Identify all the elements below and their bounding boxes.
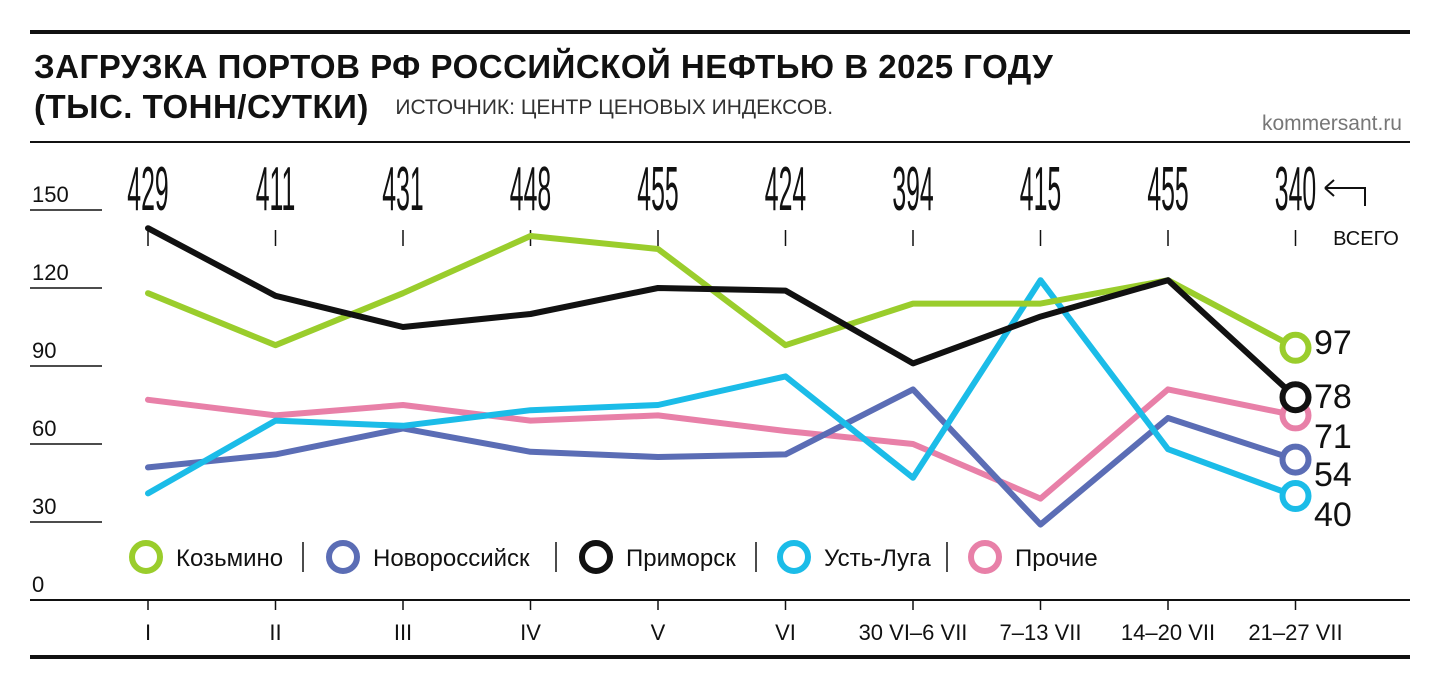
total-value: 424	[765, 155, 806, 225]
unit-label: (ТЫС. ТОНН/СУТКИ)	[34, 88, 369, 125]
series-line	[145, 386, 1299, 528]
x-tick-label: 21–27 VII	[1248, 620, 1342, 645]
legend-label: Усть-Луга	[824, 545, 931, 572]
bottom-rule	[30, 655, 1410, 659]
x-tick-label: VI	[775, 620, 796, 645]
legend-label: Прочие	[1015, 545, 1098, 572]
total-value: 455	[637, 155, 678, 225]
y-tick-label: 150	[32, 182, 69, 207]
legend-swatch	[777, 540, 811, 574]
x-tick-label: V	[651, 620, 666, 645]
total-value: 340	[1275, 155, 1316, 225]
total-label: ВСЕГО	[1333, 228, 1399, 250]
total-value: 394	[892, 155, 933, 225]
total-value: 448	[510, 155, 551, 225]
total-value: 411	[256, 155, 296, 225]
chart-title: ЗАГРУЗКА ПОРТОВ РФ РОССИЙСКОЙ НЕФТЬЮ В 2…	[34, 48, 1054, 85]
subtitle-row: (ТЫС. ТОНН/СУТКИ) ИСТОЧНИК: ЦЕНТР ЦЕНОВЫ…	[34, 88, 833, 126]
y-tick-label: 120	[32, 260, 69, 285]
legend-swatch	[326, 540, 360, 574]
legend-label: Козьмино	[176, 545, 283, 572]
total-value: 429	[127, 155, 168, 225]
y-tick-label: 0	[32, 572, 44, 597]
series-line	[145, 233, 1299, 351]
x-tick-label: III	[394, 620, 412, 645]
series-line	[145, 386, 1299, 502]
total-value: 415	[1020, 155, 1061, 225]
end-point-marker	[1279, 480, 1312, 512]
end-point-marker	[1279, 381, 1312, 414]
legend: Козьмино Новороссийск Приморск Усть-Луга Про…	[129, 540, 1098, 574]
legend-label: Новороссийск	[373, 545, 530, 572]
total-value: 431	[382, 155, 423, 225]
source-note: ИСТОЧНИК: ЦЕНТР ЦЕНОВЫХ ИНДЕКСОВ.	[395, 96, 834, 119]
header-divider	[30, 141, 1410, 143]
series-line	[145, 277, 1299, 499]
end-value-label: 78	[1314, 378, 1352, 416]
legend-swatch	[968, 540, 1002, 574]
x-tick-label: 30 VI–6 VII	[859, 620, 968, 645]
legend-swatch	[579, 540, 613, 574]
total-value: 455	[1147, 155, 1188, 225]
series-lines	[145, 225, 1299, 528]
series-line	[145, 225, 1299, 401]
legend-label: Приморск	[626, 545, 736, 572]
x-tick-label: 14–20 VII	[1121, 620, 1215, 645]
end-markers: 97 54 78 40 71	[1279, 324, 1352, 534]
totals-row: 429 411 431 448 455 424 394 415 455 340 ВСЕГО	[127, 155, 1399, 250]
end-value-label: 97	[1314, 324, 1352, 362]
end-point-marker	[1279, 443, 1312, 476]
end-value-label: 71	[1314, 418, 1352, 456]
site-credit: kommersant.ru	[1261, 112, 1402, 135]
end-value-label: 40	[1314, 496, 1352, 534]
x-tick-label: II	[269, 620, 281, 645]
x-tick-label: IV	[520, 620, 541, 645]
arrow-left-icon	[1324, 179, 1366, 206]
legend-swatch	[129, 540, 163, 574]
end-value-label: 54	[1314, 456, 1352, 494]
end-point-marker	[1279, 331, 1312, 364]
y-tick-label: 90	[32, 338, 56, 363]
y-tick-label: 30	[32, 494, 56, 519]
x-tick-label: 7–13 VII	[1000, 620, 1082, 645]
x-tick-label: I	[145, 620, 151, 645]
top-rule	[30, 30, 1410, 34]
y-tick-label: 60	[32, 416, 56, 441]
